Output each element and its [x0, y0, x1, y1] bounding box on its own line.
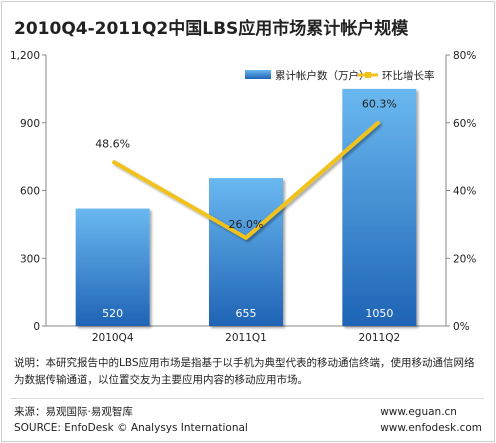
- bar: [342, 88, 417, 326]
- y-left-tick-label: 600: [20, 186, 40, 198]
- chart-title: 2010Q4-2011Q2中国LBS应用市场累计帐户规模: [14, 19, 409, 39]
- legend-line-marker: [365, 72, 371, 78]
- growth-line: [111, 120, 381, 240]
- source-line-2: SOURCE: EnfoDesk © Analysys Internationa…: [14, 422, 248, 434]
- source-line-1: 来源：易观国际·易观智库: [14, 406, 133, 418]
- line-value-label: 26.0%: [229, 218, 264, 231]
- x-tick-label: 2011Q1: [225, 332, 267, 344]
- y-left-tick-label: 900: [20, 118, 40, 130]
- bar-value-label: 655: [236, 307, 257, 320]
- url-line-1: www.eguan.cn: [380, 406, 457, 418]
- bar: [75, 208, 150, 326]
- y-left-tick-label: 300: [20, 253, 40, 265]
- y-right-tick-label: 20%: [453, 253, 476, 265]
- x-tick-label: 2011Q2: [358, 332, 400, 344]
- x-tick-label: 2010Q4: [92, 332, 134, 344]
- legend-line-label: 环比增长率: [382, 69, 435, 82]
- y-left-tick-label: 0: [33, 321, 40, 333]
- y-right-tick-label: 40%: [453, 186, 476, 198]
- legend-bar-swatch: [245, 70, 271, 79]
- y-right-tick-label: 80%: [453, 50, 476, 62]
- footer-divider: [10, 398, 484, 399]
- url-block: www.eguan.cn www.enfodesk.com: [380, 404, 482, 436]
- bar: [209, 178, 283, 326]
- url-line-2: www.enfodesk.com: [380, 422, 482, 434]
- line-value-label: 48.6%: [95, 137, 130, 150]
- legend-bar-label: 累计帐户数（万户）: [275, 69, 370, 82]
- chart-note: 说明：本研究报告中的LBS应用市场是指基于以手机为典型代表的移动通信终端，使用移…: [14, 357, 475, 386]
- y-right-tick-label: 60%: [453, 118, 476, 130]
- y-left-tick-label: 1,200: [10, 50, 40, 62]
- bar-value-label: 1050: [365, 307, 393, 320]
- line-value-label: 60.3%: [362, 98, 397, 111]
- bar-value-label: 520: [102, 307, 123, 320]
- y-right-tick-label: 0%: [453, 321, 470, 333]
- source-block: 来源：易观国际·易观智库 SOURCE: EnfoDesk © Analysys…: [14, 404, 248, 436]
